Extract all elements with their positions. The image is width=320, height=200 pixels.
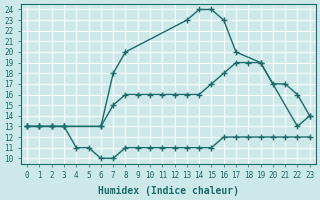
X-axis label: Humidex (Indice chaleur): Humidex (Indice chaleur)	[98, 186, 239, 196]
